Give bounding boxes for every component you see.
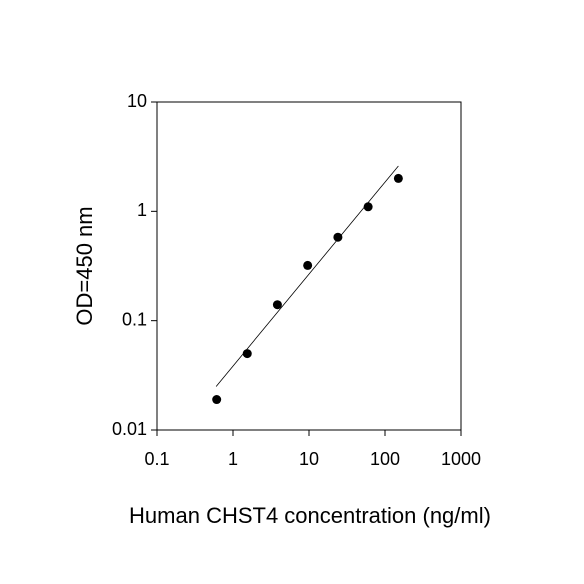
y-tick-label: 0.1: [122, 309, 147, 329]
x-tick-label: 0.1: [144, 449, 169, 469]
data-point: [242, 349, 252, 359]
data-point: [393, 173, 403, 183]
y-axis-title: OD=450 nm: [72, 206, 97, 325]
data-point: [333, 232, 343, 242]
y-tick-label: 1: [137, 200, 147, 220]
x-tick-label: 10: [299, 449, 319, 469]
x-tick-label: 1000: [441, 449, 481, 469]
y-tick-label: 10: [127, 91, 147, 111]
x-tick-label: 100: [370, 449, 400, 469]
y-tick-label: 0.01: [112, 419, 147, 439]
data-point: [272, 300, 282, 310]
data-point: [303, 260, 313, 270]
x-tick-label: 1: [228, 449, 238, 469]
x-axis-title: Human CHST4 concentration (ng/ml): [129, 503, 491, 528]
data-point: [363, 202, 373, 212]
data-point: [212, 395, 222, 405]
